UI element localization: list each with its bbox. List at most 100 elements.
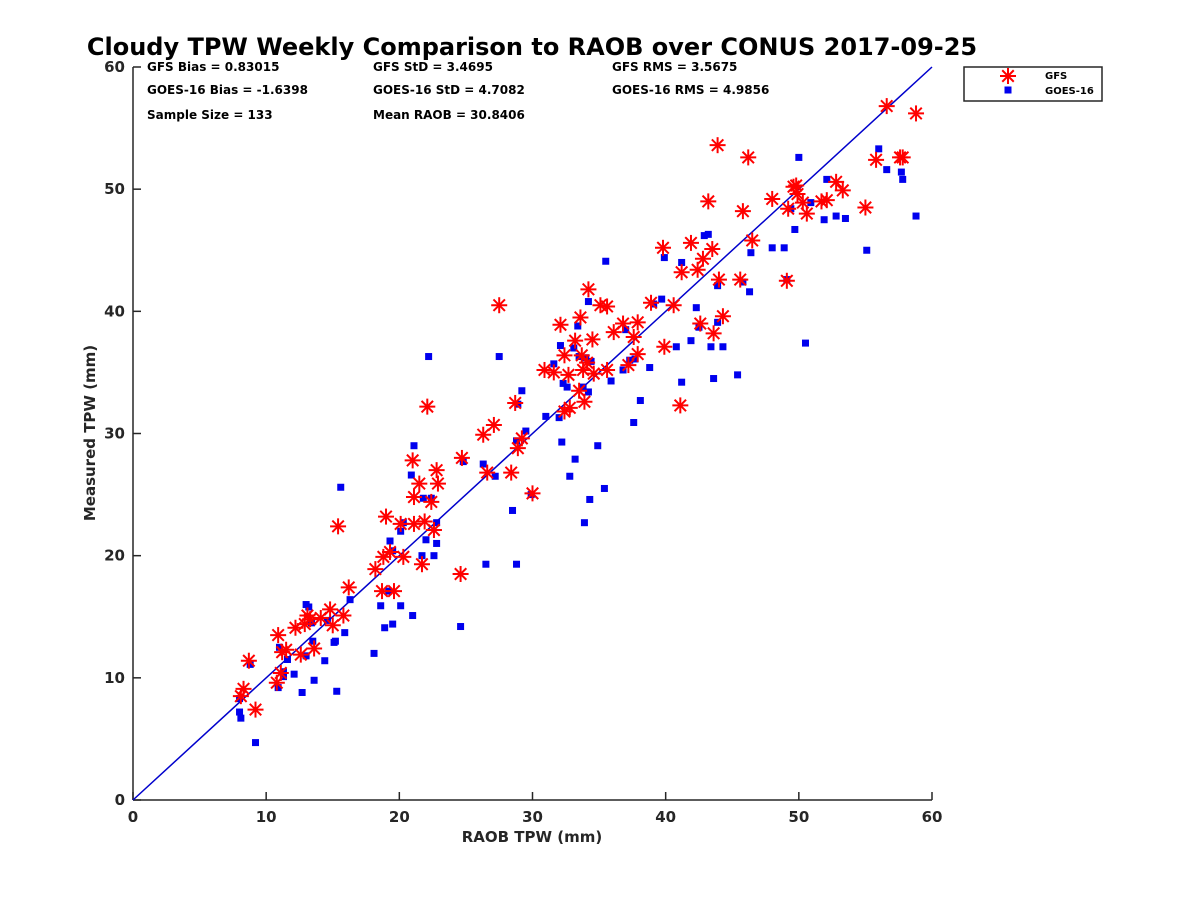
goes-16-point [425, 353, 433, 361]
goes-16-point [841, 214, 849, 222]
goes-16-point [636, 397, 644, 405]
gfs-point [425, 522, 442, 539]
gfs-point [585, 365, 602, 382]
goes-16-point [586, 495, 594, 503]
gfs-point [599, 361, 616, 378]
goes-16-point [410, 442, 418, 450]
x-tick-label: 40 [655, 808, 676, 826]
gfs-point [405, 515, 422, 532]
gfs-point [340, 579, 357, 596]
gfs-point [629, 314, 646, 331]
goes-16-point [678, 378, 686, 386]
goes-16-point [695, 323, 703, 331]
goes-16-point [622, 326, 630, 334]
gfs-point [392, 515, 409, 532]
goes-16-point [631, 355, 639, 363]
gfs-point [405, 489, 422, 506]
gfs-point [479, 464, 496, 481]
goes-16-point [236, 708, 244, 716]
y-tick-label: 10 [104, 669, 125, 687]
goes-16-point [780, 244, 788, 252]
y-tick-label: 0 [115, 791, 125, 809]
goes-16-point [574, 322, 582, 330]
gfs-point [584, 331, 601, 348]
gfs-point [378, 508, 395, 525]
goes-16-point [707, 343, 715, 351]
stat-goes-rms: GOES-16 RMS = 4.9856 [612, 83, 769, 97]
stat-gfs-rms: GFS RMS = 3.5675 [612, 60, 737, 74]
gfs-point [572, 309, 589, 326]
legend: GFS GOES-16 [963, 66, 1103, 102]
goes-16-point [333, 687, 341, 695]
goes-16-point [418, 552, 426, 560]
goes-16-point [430, 552, 438, 560]
goes-16-point [584, 298, 592, 306]
goes-16-point [275, 643, 283, 651]
gfs-point [780, 200, 797, 217]
goes-16-point [832, 212, 840, 220]
gfs-point [740, 149, 757, 166]
gfs-point [710, 271, 727, 288]
legend-marker-goes-16 [1004, 86, 1012, 94]
goes-16-point [399, 519, 407, 527]
goes-16-point [710, 375, 718, 383]
gfs-point [629, 346, 646, 363]
goes-16-point [509, 506, 517, 514]
goes-16-point [899, 175, 907, 183]
goes-16-point [290, 670, 298, 678]
goes-16-point [321, 657, 329, 665]
gfs-point [292, 646, 309, 663]
gfs-point [556, 347, 573, 364]
x-tick-label: 60 [922, 808, 943, 826]
goes-16-point [875, 145, 883, 153]
y-tick-label: 40 [104, 302, 125, 320]
gfs-point [567, 332, 584, 349]
gfs-point [423, 493, 440, 510]
goes-16-point [570, 344, 578, 352]
gfs-point [395, 548, 412, 565]
legend-label-goes-16: GOES-16 [1045, 86, 1094, 97]
goes-16-point [823, 175, 831, 183]
gfs-point [272, 664, 289, 681]
gfs-point [689, 261, 706, 278]
goes-16-point [309, 637, 317, 645]
gfs-point [491, 297, 508, 314]
goes-16-point [279, 668, 287, 676]
legend-label-gfs: GFS [1045, 71, 1067, 82]
goes-16-point [407, 471, 415, 479]
series-gfs [232, 98, 925, 718]
stat-gfs-bias: GFS Bias = 0.83015 [147, 60, 279, 74]
goes-16-point [630, 419, 638, 427]
goes-16-point [542, 412, 550, 420]
goes-16-point [491, 472, 499, 480]
goes-16-point [298, 688, 306, 696]
y-tick-label: 50 [104, 180, 125, 198]
gfs-point [828, 173, 845, 190]
goes-16-point [566, 472, 574, 480]
gfs-point [552, 316, 569, 333]
y-tick-label: 20 [104, 547, 125, 565]
y-axis-ticks: 0 10 20 30 40 50 60 [104, 58, 141, 809]
gfs-point [571, 382, 588, 399]
goes-16-point [692, 304, 700, 312]
gfs-point [545, 364, 562, 381]
gfs-point [709, 137, 726, 154]
goes-16-point [457, 623, 465, 631]
goes-16-point [719, 343, 727, 351]
gfs-point [452, 565, 469, 582]
goes-16-point [734, 371, 742, 379]
goes-16-point [389, 620, 397, 628]
gfs-point [734, 203, 751, 220]
goes-16-point [550, 360, 558, 368]
gfs-point [694, 250, 711, 267]
goes-16-point [397, 602, 405, 610]
gfs-point [382, 544, 399, 561]
chart-title: Cloudy TPW Weekly Comparison to RAOB ove… [87, 33, 977, 61]
gfs-point [513, 430, 530, 447]
goes-16-point [302, 652, 310, 660]
stat-mean-raob: Mean RAOB = 30.8406 [373, 108, 525, 122]
goes-16-point [522, 427, 530, 435]
goes-16-point [514, 400, 522, 408]
goes-16-point [801, 339, 809, 347]
gfs-point [665, 297, 682, 314]
